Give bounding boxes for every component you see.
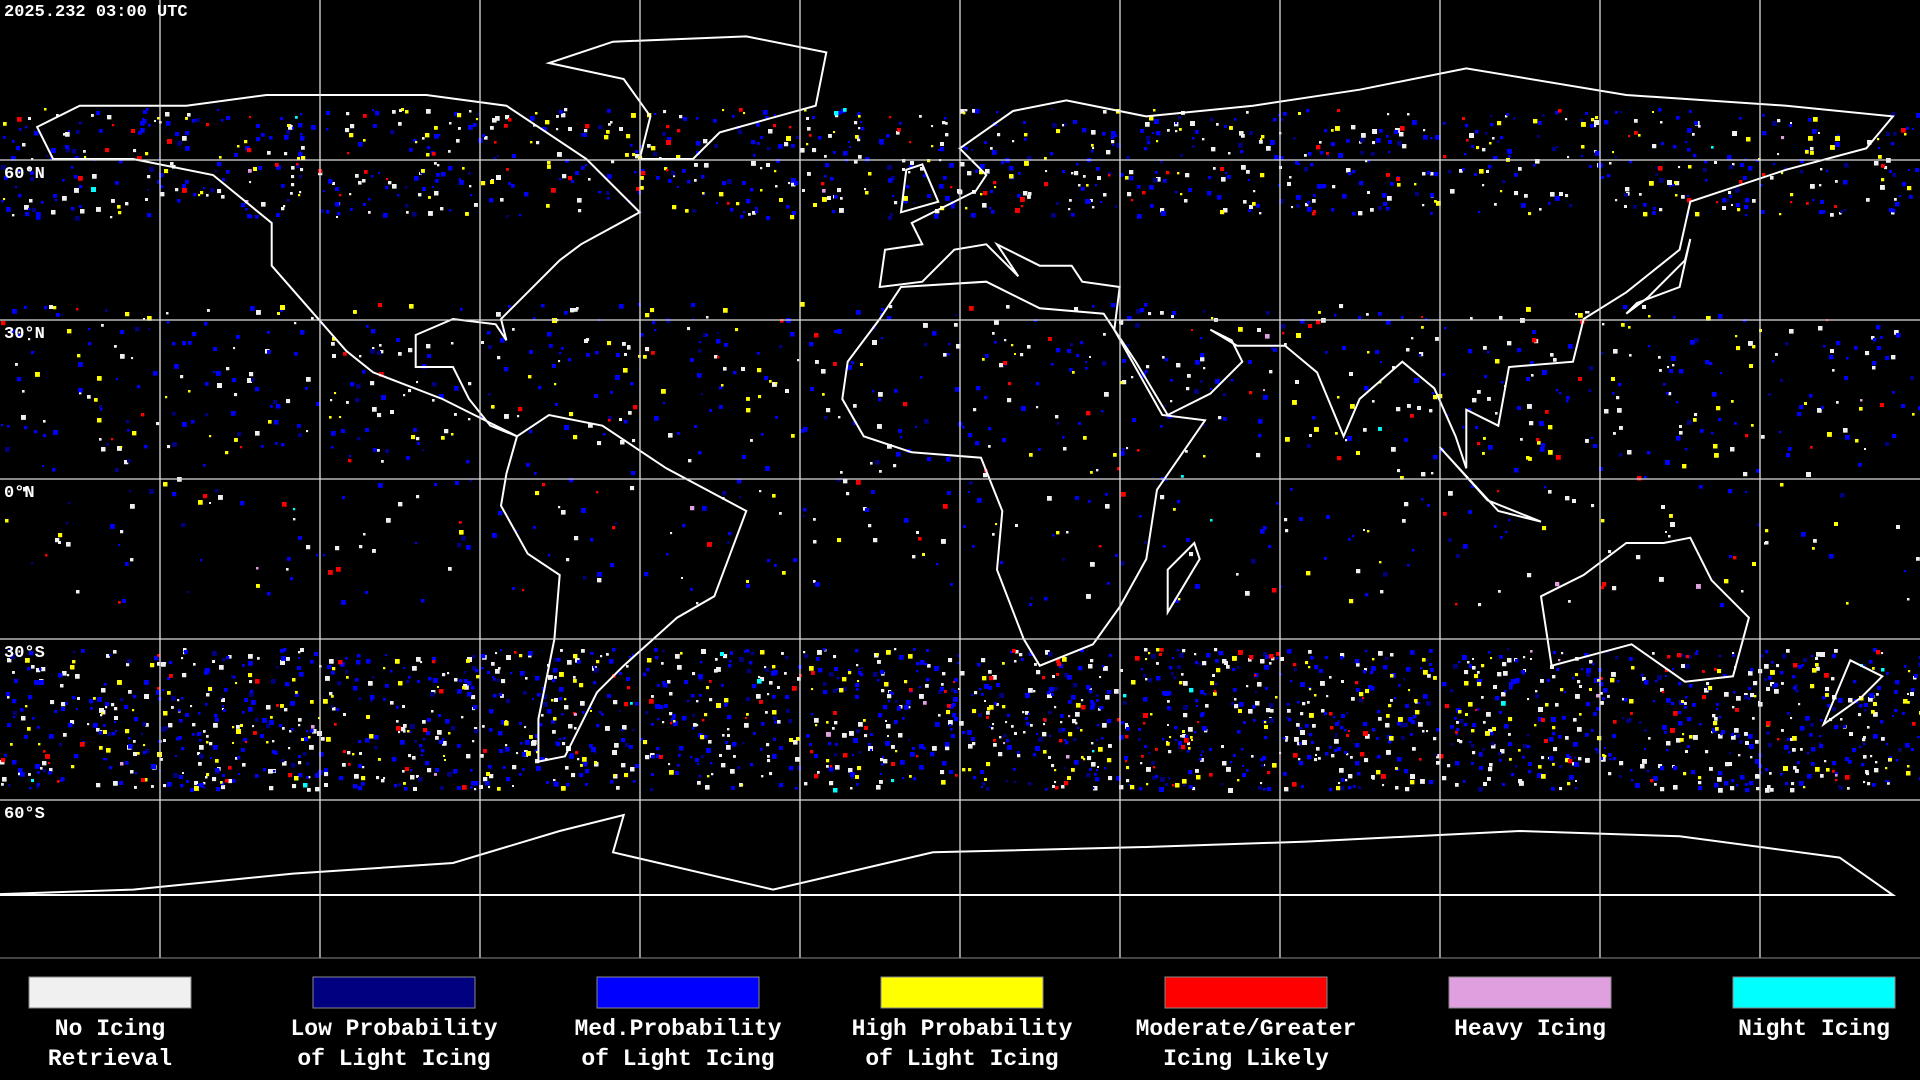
legend-label: No Icing [55,1016,165,1042]
legend-label: of Light Icing [581,1046,774,1072]
legend-label: Retrieval [48,1046,172,1072]
coastline [35,94,642,438]
legend-label: Icing Likely [1163,1046,1329,1072]
legend-label: Med.Probability [574,1016,781,1042]
coastline [1625,238,1692,315]
legend-swatch [28,976,192,1009]
latitude-label: 0°N [4,484,35,503]
latitude-label: 60°N [4,165,45,184]
coastline [878,67,1895,469]
legend: No Icing Retrieval Low Probability of Light… [28,976,1896,1072]
legend-swatch [312,976,476,1009]
latitude-label: 30°S [4,644,45,663]
legend-swatch [1448,976,1612,1009]
legend-swatch [596,976,760,1009]
coastline [1166,541,1201,616]
legend-label: Heavy Icing [1454,1016,1606,1042]
legend-label: of Light Icing [865,1046,1058,1072]
latitude-label: 30°N [4,325,45,344]
legend-label: of Light Icing [297,1046,490,1072]
coastline [1438,446,1542,523]
graticule [0,0,1920,958]
legend-swatch [880,976,1044,1009]
legend-label: High Probability [852,1016,1073,1042]
latitude-label: 60°S [4,805,45,824]
legend-label: Night Icing [1738,1016,1890,1042]
coastline [1821,658,1884,728]
coastline [545,35,828,160]
legend-label: Low Probability [290,1016,497,1042]
coastline [841,280,1207,667]
coastline [1539,536,1751,683]
legend-swatch [1732,976,1896,1009]
timestamp: 2025.232 03:00 UTC [4,3,188,22]
legend-label: Moderate/Greater [1136,1016,1357,1042]
coastline [499,413,748,763]
legend-swatch [1164,976,1328,1009]
coastline [899,163,940,214]
